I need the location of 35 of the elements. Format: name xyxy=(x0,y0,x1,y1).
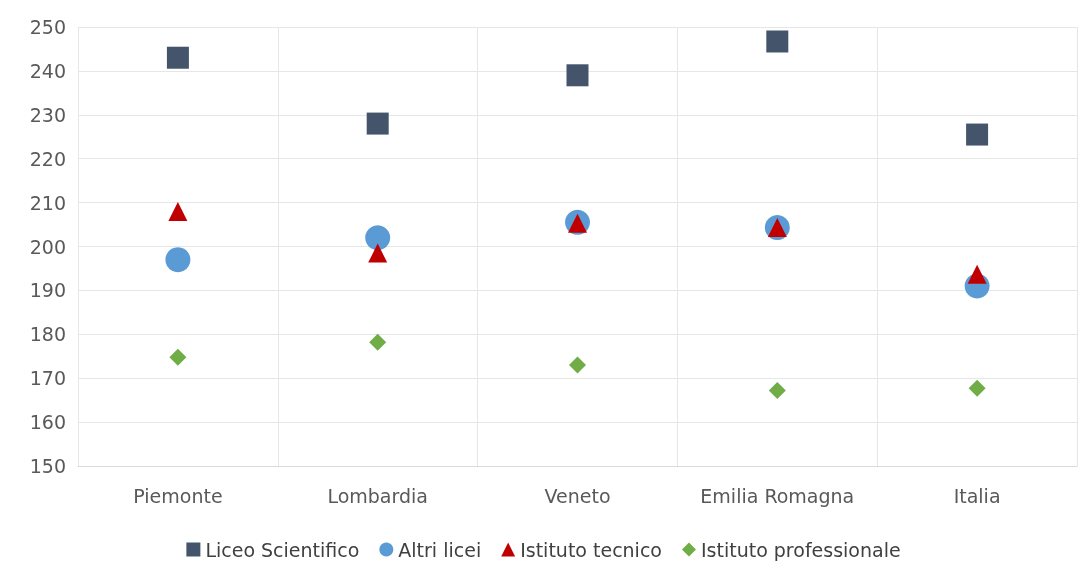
point xyxy=(365,225,391,251)
y-tick-label: 180 xyxy=(29,323,66,346)
y-tick-label: 220 xyxy=(29,147,66,170)
legend-label: Istituto professionale xyxy=(700,538,901,561)
x-tick-label: Italia xyxy=(953,484,1001,507)
point xyxy=(566,64,589,87)
legend-label: Liceo Scientifico xyxy=(205,538,360,561)
point xyxy=(366,112,389,135)
point xyxy=(768,381,786,399)
legend-label: Altri licei xyxy=(398,538,482,561)
point xyxy=(966,123,989,146)
y-tick-label: 250 xyxy=(29,16,66,38)
y-tick-label: 200 xyxy=(29,235,66,258)
y-tick-label: 170 xyxy=(29,367,66,390)
point xyxy=(968,379,986,397)
y-tick-label: 160 xyxy=(29,411,66,434)
x-tick-label: Emilia Romagna xyxy=(700,484,855,507)
y-tick-label: 210 xyxy=(29,191,66,214)
x-tick-label: Lombardia xyxy=(327,484,428,507)
point xyxy=(967,264,987,284)
point xyxy=(369,333,387,351)
y-tick-label: 230 xyxy=(29,103,66,126)
point xyxy=(569,356,586,374)
point xyxy=(368,243,388,263)
legend-label: Istituto tecnico xyxy=(520,538,662,561)
point xyxy=(165,247,191,273)
point xyxy=(169,348,187,366)
x-tick-label: Veneto xyxy=(544,484,611,507)
y-tick-label: 190 xyxy=(29,279,66,302)
point xyxy=(168,201,188,221)
y-tick-label: 240 xyxy=(29,59,66,82)
y-tick-label: 150 xyxy=(29,455,66,477)
x-tick-label: Piemonte xyxy=(133,484,223,507)
point xyxy=(766,30,789,53)
point xyxy=(166,46,189,69)
